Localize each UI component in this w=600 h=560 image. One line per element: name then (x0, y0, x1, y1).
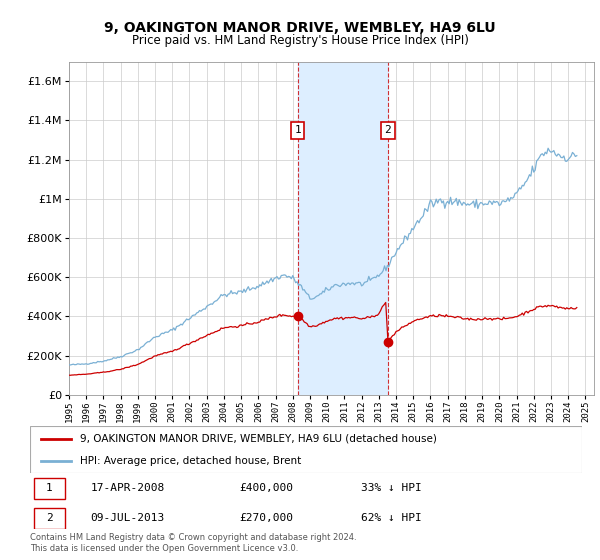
Text: £270,000: £270,000 (240, 513, 294, 523)
Text: 17-APR-2008: 17-APR-2008 (91, 483, 165, 493)
Text: 1: 1 (46, 483, 53, 493)
Text: 2: 2 (46, 513, 53, 523)
Text: 09-JUL-2013: 09-JUL-2013 (91, 513, 165, 523)
Text: 9, OAKINGTON MANOR DRIVE, WEMBLEY, HA9 6LU (detached house): 9, OAKINGTON MANOR DRIVE, WEMBLEY, HA9 6… (80, 434, 437, 444)
Text: Contains HM Land Registry data © Crown copyright and database right 2024.
This d: Contains HM Land Registry data © Crown c… (30, 533, 356, 553)
Bar (34, 478, 65, 499)
Bar (298, 62, 388, 395)
Text: £400,000: £400,000 (240, 483, 294, 493)
Text: 62% ↓ HPI: 62% ↓ HPI (361, 513, 422, 523)
Text: Price paid vs. HM Land Registry's House Price Index (HPI): Price paid vs. HM Land Registry's House … (131, 34, 469, 46)
Bar (34, 508, 65, 529)
Text: 9, OAKINGTON MANOR DRIVE, WEMBLEY, HA9 6LU: 9, OAKINGTON MANOR DRIVE, WEMBLEY, HA9 6… (104, 21, 496, 35)
Text: HPI: Average price, detached house, Brent: HPI: Average price, detached house, Bren… (80, 456, 301, 466)
Text: 2: 2 (385, 125, 391, 135)
Text: 33% ↓ HPI: 33% ↓ HPI (361, 483, 422, 493)
Text: 1: 1 (295, 125, 301, 135)
